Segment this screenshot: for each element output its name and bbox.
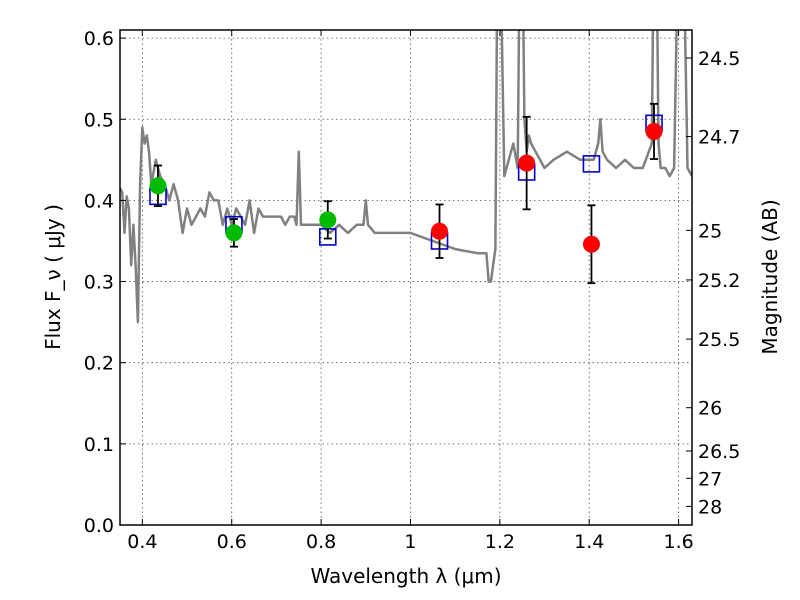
y-tick-label: 0.6 <box>84 28 114 50</box>
x-tick-label: 1.4 <box>574 531 604 553</box>
x-tick-label: 0.8 <box>306 531 336 553</box>
plot-area <box>120 30 692 324</box>
x-tick-label: 1 <box>404 531 416 553</box>
observed-flux-point <box>518 154 536 172</box>
observed-flux-point <box>319 211 337 229</box>
y-tick-label: 0.5 <box>84 109 114 131</box>
y-tick-label: 0.3 <box>84 272 114 294</box>
grid <box>120 30 692 525</box>
y-tick-label: 0.1 <box>84 434 114 456</box>
y-tick-label: 0.0 <box>84 515 114 537</box>
y-tick-label: 0.2 <box>84 353 114 375</box>
right-tick-label: 27 <box>698 468 722 490</box>
x-tick-label: 1.6 <box>663 531 693 553</box>
x-tick-label: 0.6 <box>217 531 247 553</box>
observed-flux-point <box>149 177 167 195</box>
y-tick-label: 0.4 <box>84 190 114 212</box>
right-tick-label: 26.5 <box>698 441 740 463</box>
right-tick-label: 28 <box>698 496 722 518</box>
observed-flux-point <box>225 224 243 242</box>
right-tick-label: 24.5 <box>698 48 740 70</box>
y-axis-title: Flux F_ν ( μJy ) <box>41 204 65 350</box>
plot-frame <box>119 29 693 526</box>
x-axis-title: Wavelength λ (μm) <box>310 564 501 588</box>
ticks: 0.4 0.6 0.8 1 1.2 1.4 1.6 0.0 0.1 0.2 0.3 0.4 0.5 0.6… <box>84 28 741 553</box>
x-tick-label: 0.4 <box>127 531 157 553</box>
right-tick-label: 24.7 <box>698 127 740 149</box>
right-tick-label: 25 <box>698 220 722 242</box>
x-tick-label: 1.2 <box>485 531 515 553</box>
model-flux-square <box>582 155 601 173</box>
right-tick-label: 25.5 <box>698 329 740 351</box>
observed-flux-point <box>431 222 449 240</box>
right-tick-label: 25.2 <box>698 270 740 292</box>
right-axis-title: Magnitude (AB) <box>758 199 782 354</box>
model-spectrum-line <box>120 30 692 324</box>
right-tick-label: 26 <box>698 398 722 420</box>
observed-flux-point <box>645 122 663 140</box>
observed-flux-point <box>582 235 600 253</box>
